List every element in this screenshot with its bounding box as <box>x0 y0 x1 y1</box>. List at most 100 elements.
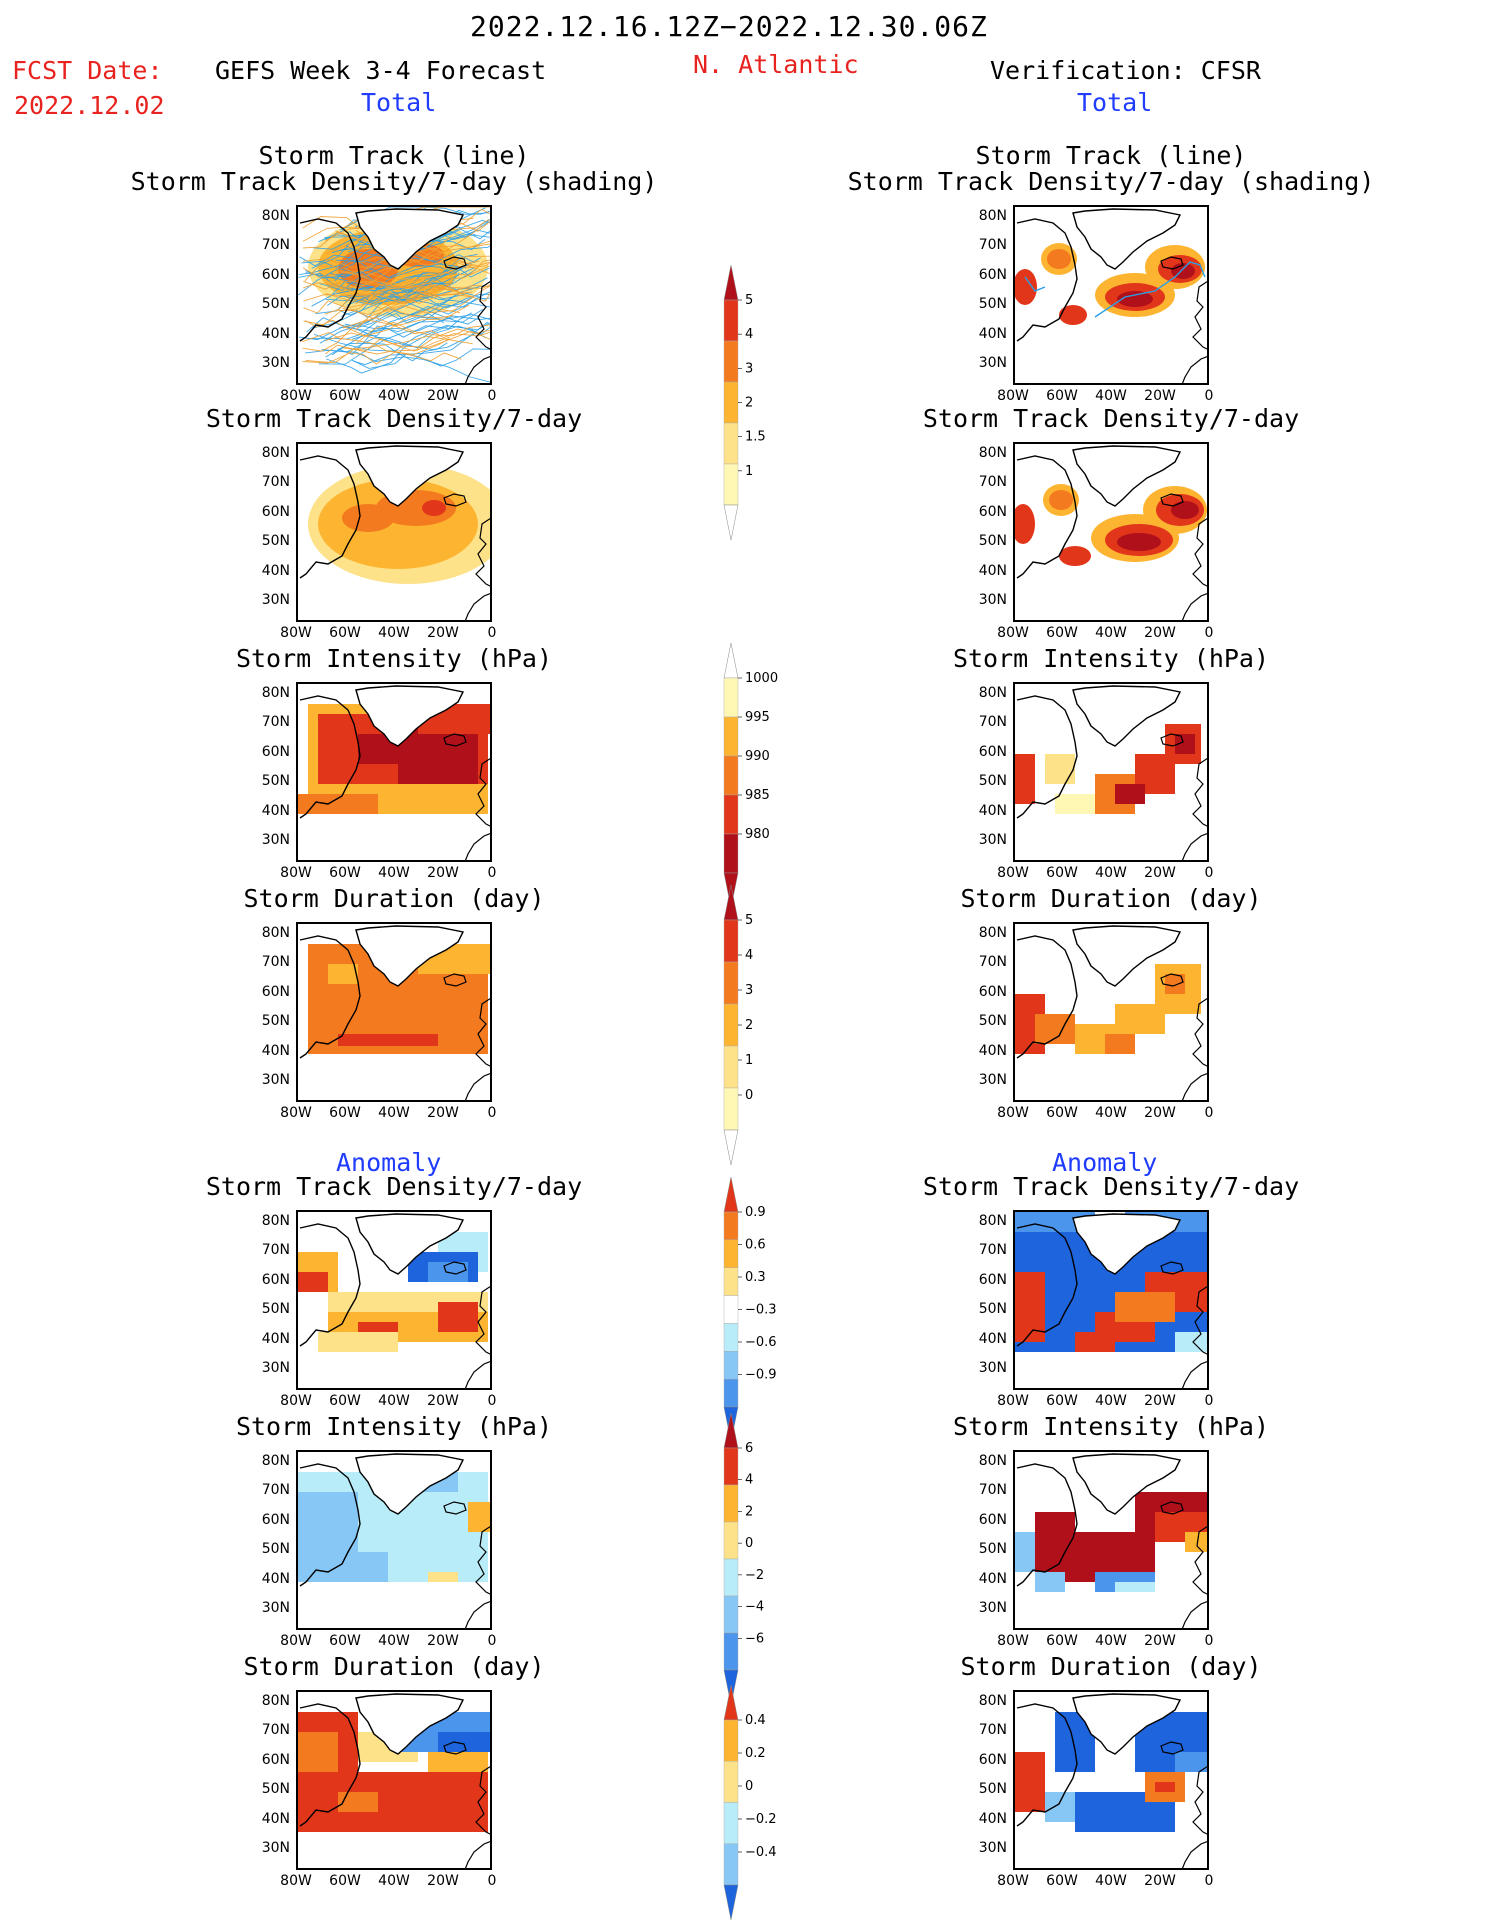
colorbar-tick-label: −0.2 <box>745 1812 777 1827</box>
lon-tick-label: 80W <box>280 388 312 404</box>
lat-tick-label: 40N <box>978 802 1007 819</box>
lat-tick-label: 50N <box>261 1781 290 1798</box>
panel-title-cfsr-3-0: Storm Duration (day) <box>960 884 1262 913</box>
map-cfsr-durationAnom <box>1013 1690 1209 1870</box>
lat-tick-label: 30N <box>978 355 1007 371</box>
lon-tick-label: 80W <box>280 1633 312 1649</box>
colorbar-tick-label: 980 <box>745 827 770 842</box>
lat-tick-label: 70N <box>978 474 1007 491</box>
lat-tick-label: 70N <box>978 714 1007 731</box>
colorbar-tick-label: 0.9 <box>745 1205 766 1220</box>
lat-tick-label: 50N <box>261 1541 290 1558</box>
lat-tick-label: 80N <box>261 208 290 224</box>
lat-tick-label: 30N <box>978 592 1007 608</box>
colorbar-tick-label: 1 <box>745 464 753 479</box>
lat-tick-label: 40N <box>978 1570 1007 1587</box>
lat-tick-label: 60N <box>978 743 1007 760</box>
colorbar-tick-label: −0.3 <box>745 1303 777 1318</box>
lon-tick-label: 80W <box>997 1393 1029 1409</box>
colorbar-tick-label: 1000 <box>745 671 778 686</box>
lat-tick-label: 60N <box>978 503 1007 520</box>
lat-tick-label: 30N <box>978 832 1007 848</box>
lat-tick-label: 60N <box>261 1751 290 1768</box>
lon-tick-label: 40W <box>378 1105 410 1121</box>
lat-tick-label: 40N <box>978 1810 1007 1827</box>
fcst-date: 2022.12.02 <box>14 91 165 120</box>
colorbar-tick-label: 1 <box>745 1053 753 1068</box>
lon-tick-label: 60W <box>329 865 361 881</box>
lon-tick-label: 40W <box>378 1873 410 1889</box>
panel-title-gefs-0-0: Storm Track (line) <box>258 141 530 170</box>
lon-tick-label: 60W <box>1046 865 1078 881</box>
colorbar-tick-label: 985 <box>745 788 770 803</box>
colorbar-tick-label: 2 <box>745 396 753 411</box>
colorbar-tick-label: 3 <box>745 983 753 998</box>
lon-tick-label: 40W <box>378 865 410 881</box>
colorbar-tick-label: 0 <box>745 1779 753 1794</box>
lon-tick-label: 20W <box>427 1393 459 1409</box>
lat-tick-label: 50N <box>261 533 290 550</box>
panel-title-cfsr-5-0: Storm Intensity (hPa) <box>952 1412 1270 1441</box>
panel-title-cfsr-1-0: Storm Track Density/7-day <box>922 404 1300 433</box>
lon-tick-label: 20W <box>1144 1633 1176 1649</box>
lon-tick-label: 40W <box>1095 1633 1127 1649</box>
lon-tick-label: 80W <box>997 865 1029 881</box>
lat-tick-label: 30N <box>261 592 290 608</box>
colorbar-density-total: 5 4 3 2 1.5 1 <box>723 265 766 540</box>
lon-tick-label: 60W <box>329 388 361 404</box>
colorbar-tick-label: 1.5 <box>745 430 766 445</box>
map-gefs-intensityAnom <box>296 1450 492 1630</box>
lon-tick-label: 80W <box>280 1393 312 1409</box>
lon-tick-label: 60W <box>1046 1633 1078 1649</box>
lon-tick-label: 60W <box>1046 625 1078 641</box>
lon-tick-label: 60W <box>329 1633 361 1649</box>
lon-tick-label: 0 <box>1204 1393 1214 1409</box>
lat-tick-label: 40N <box>261 1330 290 1347</box>
lat-tick-label: 80N <box>261 445 290 461</box>
lat-tick-label: 30N <box>261 355 290 371</box>
lon-tick-label: 20W <box>427 625 459 641</box>
lat-tick-label: 60N <box>978 266 1007 283</box>
colorbar-tick-label: 5 <box>745 293 753 308</box>
colorbar-tick-label: 2 <box>745 1504 753 1519</box>
lat-tick-label: 60N <box>261 983 290 1000</box>
lat-tick-label: 30N <box>978 1360 1007 1376</box>
panel-title-gefs-1-0: Storm Track Density/7-day <box>205 404 583 433</box>
lat-tick-label: 30N <box>261 1840 290 1856</box>
lon-tick-label: 20W <box>1144 1873 1176 1889</box>
lon-tick-label: 40W <box>1095 625 1127 641</box>
lat-tick-label: 80N <box>261 1213 290 1229</box>
colorbar-tick-label: 4 <box>745 327 753 342</box>
lon-tick-label: 20W <box>1144 1105 1176 1121</box>
colorbar-intensity-total: 1000 995 990 985 980 <box>723 643 778 908</box>
lat-tick-label: 60N <box>978 983 1007 1000</box>
lat-tick-label: 50N <box>978 1781 1007 1798</box>
lon-tick-label: 60W <box>1046 1105 1078 1121</box>
map-gefs-densityAnom <box>296 1210 492 1390</box>
lon-tick-label: 20W <box>1144 865 1176 881</box>
colorbar-tick-label: 0.2 <box>745 1746 766 1761</box>
lon-tick-label: 60W <box>329 625 361 641</box>
lat-tick-label: 70N <box>978 1482 1007 1499</box>
lon-tick-label: 40W <box>1095 1873 1127 1889</box>
lat-tick-label: 70N <box>261 954 290 971</box>
lat-tick-label: 60N <box>978 1511 1007 1528</box>
fcst-label: FCST Date: <box>12 56 163 85</box>
lat-tick-label: 80N <box>978 925 1007 941</box>
map-cfsr-durationTotal <box>1013 922 1209 1102</box>
colorbar-tick-label: 990 <box>745 749 770 764</box>
lat-tick-label: 30N <box>261 832 290 848</box>
colorbar-tick-label: −0.9 <box>745 1368 777 1383</box>
lon-tick-label: 0 <box>1204 1873 1214 1889</box>
panel-title-cfsr-6-0: Storm Duration (day) <box>960 1652 1262 1681</box>
panel-title-gefs-5-0: Storm Intensity (hPa) <box>235 1412 553 1441</box>
lat-tick-label: 40N <box>261 325 290 342</box>
colorbar-intensity-anom: 6 4 2 0 −2 −4 −6 <box>723 1413 764 1705</box>
panel-title-gefs-0-1: Storm Track Density/7-day (shading) <box>130 167 658 196</box>
map-cfsr-densityTotal <box>1013 442 1209 622</box>
lat-tick-label: 70N <box>261 714 290 731</box>
lat-tick-label: 40N <box>261 1570 290 1587</box>
lat-tick-label: 40N <box>978 1330 1007 1347</box>
colorbar-tick-label: 0.6 <box>745 1238 766 1253</box>
lon-tick-label: 0 <box>487 388 497 404</box>
